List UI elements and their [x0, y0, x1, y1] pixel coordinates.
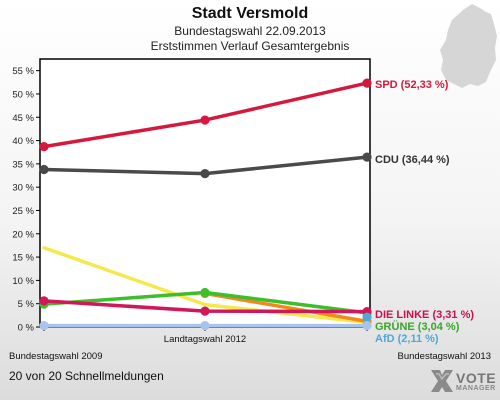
series-label-spd: SPD (52,33 %)	[375, 79, 449, 91]
series-line-fdp	[42, 246, 369, 325]
series-label-afd: AfD (2,11 %)	[375, 333, 439, 345]
logo-vote-text: VOTE	[456, 370, 497, 386]
chart-subtitle: Bundestagswahl 22.09.2013	[174, 24, 326, 38]
y-tick-label: 55 %	[12, 66, 34, 77]
y-tick-label: 25 %	[12, 206, 34, 217]
series-label-gruene: GRÜNE (3,04 %)	[375, 320, 460, 333]
y-tick-label: 0 %	[18, 323, 35, 334]
chart-subtitle-2: Erststimmen Verlauf Gesamtergebnis	[150, 39, 350, 53]
series-points	[39, 78, 372, 331]
vote-manager-logo: VOTE MANAGER	[428, 366, 498, 398]
y-tick-label: 15 %	[12, 253, 34, 264]
data-point-linke	[200, 306, 210, 316]
y-tick-label: 35 %	[12, 159, 34, 170]
series-labels: CDU (36,44 %) SPD (52,33 %) GRÜNE (3,04 %)…	[375, 79, 474, 345]
x-tick-label: Bundestagswahl 2013	[398, 351, 492, 362]
data-point-cdu	[362, 152, 372, 162]
x-tick-label: Landtagswahl 2012	[164, 334, 246, 345]
chart-title: Stadt Versmold	[191, 5, 309, 22]
data-point-afd	[362, 312, 372, 322]
data-point-spd	[39, 142, 49, 152]
series-line-orange	[203, 291, 369, 324]
y-tick-label: 50 %	[12, 89, 34, 100]
data-point-spd	[362, 78, 372, 88]
y-tick-label: 30 %	[12, 183, 34, 194]
y-axis: 0 % 5 % 10 % 15 % 20 % 25 % 30 % 35 % 40 % 45 % 50…	[12, 66, 40, 334]
data-point-cdu	[200, 169, 210, 179]
data-point-cdu	[39, 164, 49, 175]
series-label-cdu: CDU (36,44 %)	[375, 154, 450, 166]
data-point-other	[39, 321, 49, 331]
data-point-gruene	[200, 287, 210, 298]
data-point-other	[200, 321, 210, 331]
y-tick-label: 40 %	[12, 136, 34, 147]
footer-status: 20 von 20 Schnellmeldungen	[9, 369, 164, 383]
y-tick-label: 20 %	[12, 229, 34, 240]
y-tick-label: 10 %	[12, 276, 34, 287]
plot-area	[39, 58, 371, 328]
series-label-linke: DIE LINKE (3,31 %)	[375, 309, 474, 321]
logo-x-icon	[431, 370, 453, 392]
x-tick-label: Bundestagswahl 2009	[9, 351, 103, 362]
y-tick-label: 45 %	[12, 113, 34, 124]
data-point-other	[362, 321, 372, 331]
y-tick-label: 5 %	[18, 299, 35, 310]
logo-manager-text: MANAGER	[456, 385, 496, 392]
data-point-spd	[200, 115, 210, 125]
data-point-linke	[39, 296, 49, 306]
